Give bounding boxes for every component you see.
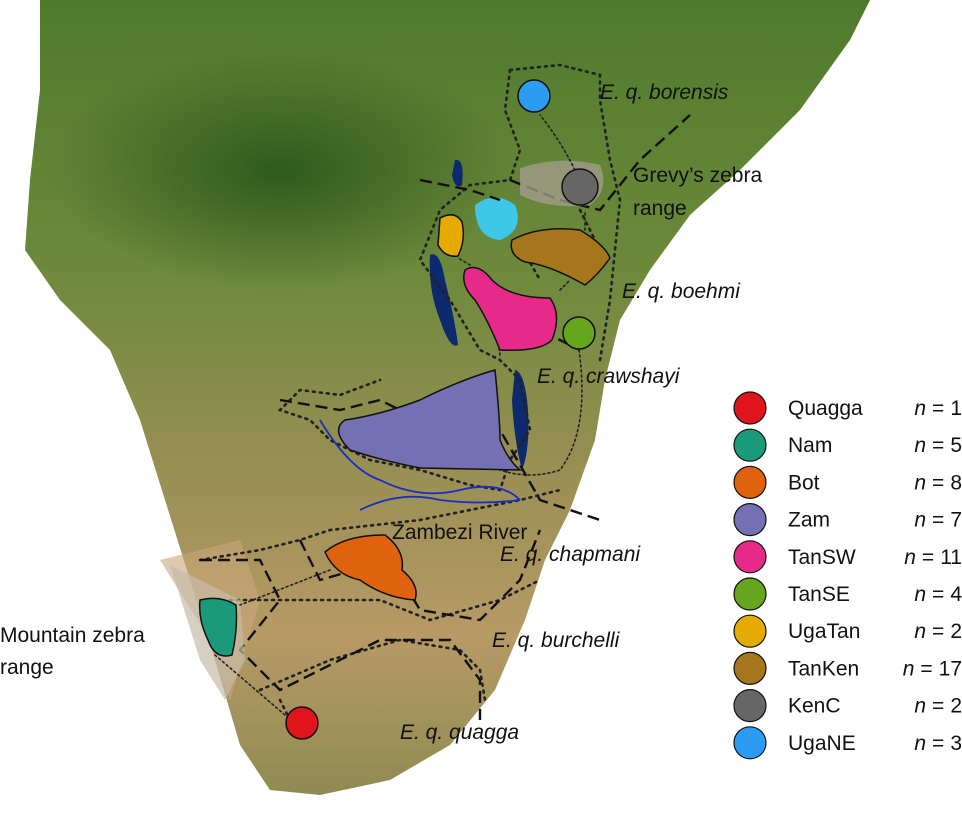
count-sign: = — [932, 509, 944, 532]
count-sign: = — [932, 471, 944, 494]
count-value: 8 — [950, 471, 962, 494]
legend-count: n = 7 — [914, 509, 962, 532]
count-value: 2 — [950, 695, 962, 718]
lakes — [429, 159, 529, 470]
count-sign: = — [932, 583, 944, 606]
legend-count: n = 2 — [914, 695, 962, 718]
legend-swatch — [733, 428, 767, 462]
legend-entry: TanSE n = 4 — [733, 577, 962, 611]
legend-name: Bot — [788, 471, 820, 494]
count-symbol: n — [903, 657, 915, 680]
count-value: 3 — [950, 732, 962, 755]
label: E. q. borensis — [600, 81, 729, 104]
label: E. q. boehmi — [622, 280, 741, 303]
label: E. q. chapmani — [500, 543, 641, 566]
populations — [198, 79, 611, 740]
count-sign: = — [920, 657, 932, 680]
legend-entry: KenC n = 2 — [733, 688, 962, 723]
region-kenc — [561, 168, 599, 206]
count-value: 17 — [939, 657, 962, 680]
legend-entry: TanSW n = 11 — [733, 540, 962, 574]
count-sign: = — [922, 546, 934, 569]
legend-name: Zam — [788, 509, 830, 532]
count-sign: = — [932, 695, 944, 718]
legend-swatch — [733, 577, 767, 611]
region-nam — [198, 597, 238, 657]
count-sign: = — [932, 620, 944, 643]
label: E. q. quagga — [400, 721, 519, 744]
label: range — [633, 197, 687, 220]
count-value: 5 — [950, 434, 962, 457]
legend-swatch — [733, 465, 767, 499]
label: Grevy’s zebra — [633, 164, 762, 187]
legend-swatch — [733, 726, 767, 760]
count-value: 4 — [950, 583, 962, 606]
legend-name: TanKen — [788, 657, 859, 680]
region-ugane — [517, 79, 551, 113]
map-labels: E. q. borensis Grevy’s zebra range E. q.… — [0, 81, 762, 744]
legend-count: n = 2 — [914, 620, 962, 643]
legend-name: UgaNE — [788, 732, 856, 755]
legend-swatch — [733, 540, 767, 574]
label: Mountain zebra — [0, 624, 145, 647]
count-symbol: n — [914, 434, 926, 457]
legend-swatch — [733, 391, 767, 425]
region-tanse — [562, 316, 596, 350]
legend-name: Nam — [788, 434, 832, 457]
region-tanken — [510, 228, 611, 286]
count-sign: = — [932, 397, 944, 420]
legend-name: Quagga — [788, 397, 863, 420]
count-sign: = — [932, 732, 944, 755]
legend-count: n = 3 — [914, 732, 962, 755]
legend-name: TanSE — [788, 583, 850, 606]
count-symbol: n — [914, 583, 926, 606]
legend-entry: UgaNE n = 3 — [733, 726, 962, 760]
legend-count: n = 4 — [914, 583, 962, 606]
count-symbol: n — [904, 546, 916, 569]
legend-name: UgaTan — [788, 620, 860, 643]
arrows — [214, 114, 586, 716]
legend-entry: Bot n = 8 — [733, 465, 962, 499]
count-symbol: n — [914, 509, 926, 532]
legend-count: n = 1 — [914, 397, 962, 420]
count-symbol: n — [914, 732, 926, 755]
legend-count: n = 5 — [914, 434, 962, 457]
label: Zambezi River — [392, 521, 527, 544]
legend-swatch — [733, 614, 767, 648]
count-value: 1 — [950, 397, 962, 420]
count-sign: = — [932, 434, 944, 457]
region-quagga — [285, 706, 319, 740]
label: range — [0, 656, 54, 679]
count-value: 11 — [940, 546, 962, 569]
count-symbol: n — [914, 471, 926, 494]
legend-count: n = 11 — [904, 546, 962, 569]
count-symbol: n — [914, 620, 926, 643]
legend-swatch — [733, 651, 767, 686]
legend-entry: Nam n = 5 — [733, 428, 962, 462]
legend-name: TanSW — [788, 546, 856, 569]
legend-count: n = 17 — [903, 657, 962, 680]
region-zam — [337, 369, 523, 471]
legend-swatch — [733, 502, 767, 537]
legend-name: KenC — [788, 695, 841, 718]
count-symbol: n — [914, 695, 926, 718]
region-bot — [324, 534, 417, 601]
legend-entry: UgaTan n = 2 — [733, 614, 962, 648]
legend-entry: TanKen n = 17 — [733, 651, 962, 686]
legend-swatch — [733, 688, 767, 723]
region-tansw — [463, 266, 558, 352]
count-symbol: n — [914, 397, 926, 420]
count-value: 2 — [950, 620, 962, 643]
label: E. q. burchelli — [492, 629, 621, 652]
legend-entry: Zam n = 7 — [733, 502, 962, 537]
label: E. q. crawshayi — [537, 365, 681, 388]
count-value: 7 — [950, 509, 962, 532]
legend-entry: Quagga n = 1 — [733, 391, 962, 425]
region-ugatan — [437, 214, 465, 258]
legend-count: n = 8 — [914, 471, 962, 494]
